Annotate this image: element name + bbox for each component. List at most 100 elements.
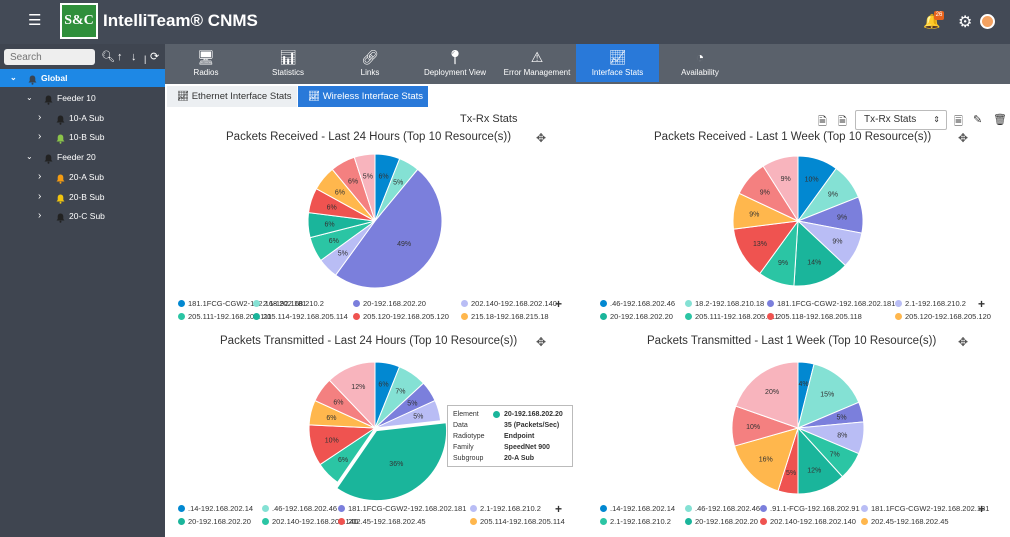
legend-item[interactable]: 18.2-192.168.210.18: [685, 299, 764, 308]
legend-item[interactable]: 205.111-192.168.205.111: [685, 312, 779, 321]
legend-item[interactable]: 181.1FCG-CGW2-192.168.202.181: [767, 299, 895, 308]
tooltip-row: Radiotype Endpoint: [453, 431, 567, 442]
legend-item[interactable]: .46-192.168.202.46: [600, 299, 675, 308]
tree-item[interactable]: › 20-B Sub: [0, 188, 165, 206]
legend-item[interactable]: 202.140-192.168.202.140: [262, 517, 358, 526]
legend-item[interactable]: .91.1-FCG-192.168.202.91: [760, 504, 860, 513]
slice-label: 5%: [786, 470, 796, 477]
legend-item[interactable]: 205.118-192.168.205.118: [767, 312, 862, 321]
tree-item[interactable]: › 20-A Sub: [0, 168, 165, 186]
subtab-ethernet-interface-stats[interactable]: 📈︎ Ethernet Interface Stats: [167, 86, 297, 107]
file-icon[interactable]: 🗎: [818, 116, 827, 128]
legend-item[interactable]: .14-192.168.202.14: [178, 504, 253, 513]
chevron-right-icon[interactable]: ›: [38, 191, 42, 202]
document-icon[interactable]: 🗏: [954, 116, 963, 128]
expand-legend-button[interactable]: +: [978, 297, 986, 311]
legend-swatch: [461, 313, 468, 320]
legend-item[interactable]: 202.140-192.168.202.140: [461, 299, 557, 308]
legend-item[interactable]: 205.120-192.168.205.120: [353, 312, 449, 321]
delete-icon[interactable]: 🗑: [993, 114, 1007, 126]
move-icon[interactable]: ✥: [535, 335, 547, 349]
legend-item[interactable]: 181.1FCG-CGW2-192.168.202.181: [861, 504, 989, 513]
pie-slice[interactable]: [793, 219, 847, 287]
expand-legend-button[interactable]: +: [978, 502, 986, 516]
chevron-right-icon[interactable]: ›: [38, 131, 42, 142]
tooltip-value: 20-192.168.202.20: [504, 411, 563, 418]
slice-label: 5%: [836, 415, 846, 422]
legend-item[interactable]: 205.111-192.168.205.111: [178, 312, 272, 321]
legend-item[interactable]: 215.18-192.168.215.18: [461, 312, 549, 321]
gear-icon[interactable]: ⚙: [958, 14, 973, 31]
legend-item[interactable]: 2.1-192.168.210.2: [895, 299, 966, 308]
refresh-icon[interactable]: ⟳: [150, 51, 160, 63]
tab-interface-stats[interactable]: 📈︎ Interface Stats: [576, 44, 659, 82]
legend-item[interactable]: 205.120-192.168.205.120: [895, 312, 991, 321]
tab-error-management[interactable]: ⚠ Error Management: [500, 44, 574, 82]
pie-slice[interactable]: [762, 155, 799, 223]
legend-item[interactable]: 20-192.168.202.20: [353, 299, 426, 308]
expand-legend-button[interactable]: +: [555, 297, 563, 311]
legend-label: .14-192.168.202.14: [188, 504, 254, 513]
legend-item[interactable]: 2.1-192.168.210.2: [600, 517, 671, 526]
tab-links[interactable]: 🔗︎ Links: [330, 44, 410, 82]
pie-slice[interactable]: [735, 361, 799, 429]
move-icon[interactable]: ✥: [535, 131, 547, 145]
arrow-up-icon[interactable]: ↑: [117, 51, 123, 63]
tree-item[interactable]: › 10-A Sub: [0, 109, 165, 127]
move-icon[interactable]: ✥: [957, 131, 969, 145]
subtab-wireless-interface-stats[interactable]: 📈︎ Wireless Interface Stats: [298, 86, 428, 107]
tree-item[interactable]: ⌄ Global: [0, 69, 165, 87]
legend-item[interactable]: 205.114-192.168.205.114: [253, 312, 348, 321]
legend-item[interactable]: 202.45-192.168.202.45: [338, 517, 426, 526]
legend-item[interactable]: 20-192.168.202.20: [600, 312, 673, 321]
tree-item[interactable]: › 20-C Sub: [0, 207, 165, 225]
tree-item[interactable]: ⌄ Feeder 10: [0, 89, 165, 107]
stats-type-select[interactable]: Tx-Rx Stats ⇕: [855, 110, 947, 130]
tree-item[interactable]: › 10-B Sub: [0, 128, 165, 146]
legend-item[interactable]: 181.1FCG-CGW2-192.168.202.181: [178, 299, 306, 308]
edit-icon[interactable]: ✎: [973, 114, 983, 126]
pie-slice[interactable]: [334, 168, 443, 289]
chevron-right-icon[interactable]: ›: [38, 112, 42, 123]
chevron-down-icon[interactable]: ⌄: [26, 93, 33, 102]
legend-item[interactable]: .14-192.168.202.14: [600, 504, 675, 513]
expand-legend-button[interactable]: +: [555, 502, 563, 516]
file-text-icon[interactable]: 🗎: [838, 116, 847, 128]
pie-slice[interactable]: [353, 153, 376, 222]
bell-icon: [56, 172, 65, 184]
pie-slice[interactable]: [336, 422, 448, 502]
chevron-down-icon[interactable]: ⌄: [10, 73, 17, 82]
chevron-right-icon[interactable]: ›: [38, 171, 42, 182]
slice-label: 10%: [746, 424, 760, 431]
arrow-down-icon[interactable]: ↓: [131, 51, 137, 63]
legend-item[interactable]: 205.114-192.168.205.114: [470, 517, 565, 526]
tab-availability[interactable]: ◔ Availability: [660, 44, 740, 82]
legend-item[interactable]: 2.1-192.168.210.2: [470, 504, 541, 513]
tab-statistics[interactable]: 📊︎ Statistics: [248, 44, 328, 82]
legend-item[interactable]: 20-192.168.202.20: [178, 517, 251, 526]
tab-deployment-view[interactable]: 📍︎ Deployment View: [412, 44, 498, 82]
hamburger-menu-icon[interactable]: ☰: [28, 12, 42, 29]
chevron-right-icon[interactable]: ›: [38, 210, 42, 221]
chevron-down-icon[interactable]: ⌄: [26, 152, 33, 161]
avatar[interactable]: [980, 14, 995, 29]
legend-item[interactable]: .46-192.168.202.46: [685, 504, 760, 513]
slice-label: 6%: [335, 189, 345, 196]
legend-item[interactable]: 202.140-192.168.202.140: [760, 517, 856, 526]
legend-swatch: [600, 505, 607, 512]
pie-slice[interactable]: [374, 399, 442, 429]
search-icon[interactable]: 🔍︎: [101, 51, 115, 63]
search-input[interactable]: [4, 49, 95, 65]
move-icon[interactable]: ✥: [957, 335, 969, 349]
tree-item[interactable]: ⌄ Feeder 20: [0, 148, 165, 166]
pie-slice[interactable]: [797, 363, 860, 429]
legend-item[interactable]: 181.1FCG-CGW2-192.168.202.181: [338, 504, 466, 513]
pie-slice[interactable]: [328, 361, 376, 430]
legend-item[interactable]: 2.1-192.168.210.2: [253, 299, 324, 308]
legend-item[interactable]: 20-192.168.202.20: [685, 517, 758, 526]
legend-item[interactable]: .46-192.168.202.46: [262, 504, 337, 513]
slice-label: 9%: [837, 214, 847, 221]
tab-radios[interactable]: 🖥︎ Radios: [166, 44, 246, 82]
pie-slice[interactable]: [733, 427, 799, 492]
legend-item[interactable]: 202.45-192.168.202.45: [861, 517, 949, 526]
